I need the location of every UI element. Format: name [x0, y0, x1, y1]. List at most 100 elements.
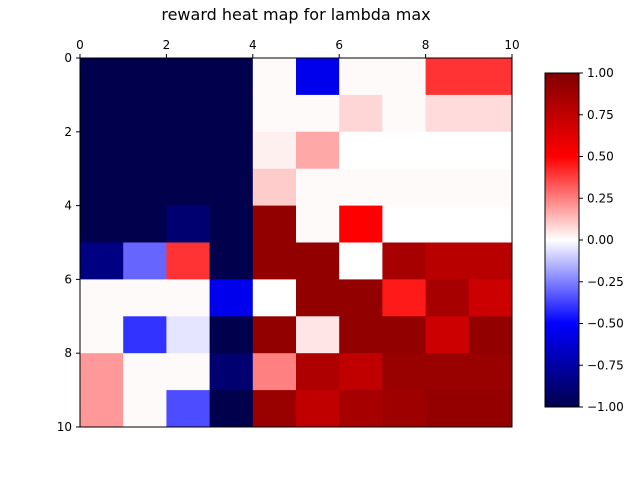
heatmap-cell: [123, 316, 167, 354]
x-tick-label: 2: [163, 38, 171, 52]
heatmap-cell: [296, 94, 340, 133]
heatmap-cell: [296, 242, 340, 280]
heatmap-cell: [166, 316, 211, 354]
x-tick-label: 10: [504, 38, 519, 52]
heatmap-cell: [382, 205, 427, 243]
heatmap-cell: [80, 58, 124, 96]
y-tick-label: 8: [64, 346, 72, 360]
heatmap-cell: [382, 131, 427, 170]
heatmap-cell: [252, 316, 297, 354]
heatmap-cell: [296, 316, 340, 354]
heatmap-cell: [382, 94, 427, 133]
heatmap-cell: [123, 205, 167, 243]
heatmap-cell: [209, 316, 254, 354]
heatmap-cell: [339, 168, 383, 207]
heatmap-cell: [80, 94, 124, 133]
heatmap-cell: [80, 353, 124, 391]
heatmap-cell: [382, 168, 427, 207]
x-tick-label: 4: [249, 38, 257, 52]
heatmap-cell: [166, 168, 211, 207]
heatmap-cell: [339, 94, 383, 133]
heatmap-cell: [425, 353, 470, 391]
heatmap-cell: [468, 316, 513, 354]
heatmap-cells: [80, 58, 513, 428]
heatmap-cell: [339, 131, 383, 170]
heatmap-cell: [252, 279, 297, 317]
heatmap-cell: [209, 242, 254, 280]
colorbar-tick-label: 0.75: [587, 108, 614, 122]
y-tick-label: 10: [57, 420, 72, 434]
heatmap-cell: [468, 390, 513, 428]
heatmap-cell: [296, 58, 340, 96]
heatmap-cell: [425, 242, 470, 280]
y-tick-label: 6: [64, 272, 72, 286]
heatmap-cell: [468, 131, 513, 170]
colorbar-tick-label: −0.50: [587, 317, 624, 331]
heatmap-cell: [123, 353, 167, 391]
heatmap-cell: [123, 242, 167, 280]
heatmap-cell: [425, 316, 470, 354]
heatmap-cell: [166, 390, 211, 428]
heatmap-cell: [80, 316, 124, 354]
heatmap-cell: [425, 168, 470, 207]
heatmap-cell: [166, 279, 211, 317]
y-tick-label: 0: [64, 51, 72, 65]
y-tick-label: 2: [64, 125, 72, 139]
heatmap-cell: [166, 353, 211, 391]
heatmap-cell: [123, 58, 167, 96]
heatmap-cell: [252, 242, 297, 280]
colorbar-tick-label: −0.75: [587, 358, 624, 372]
heatmap-cell: [296, 205, 340, 243]
heatmap-cell: [80, 279, 124, 317]
heatmap-cell: [166, 205, 211, 243]
heatmap-cell: [425, 390, 470, 428]
heatmap-cell: [166, 131, 211, 170]
heatmap-cell: [339, 316, 383, 354]
heatmap-cell: [382, 279, 427, 317]
heatmap-cell: [252, 168, 297, 207]
heatmap-cell: [123, 131, 167, 170]
heatmap-cell: [425, 94, 470, 133]
heatmap-cell: [166, 242, 211, 280]
heatmap-cell: [296, 353, 340, 391]
heatmap-cell: [468, 205, 513, 243]
heatmap-cell: [382, 390, 427, 428]
x-tick-label: 0: [76, 38, 84, 52]
plot-frame: [79, 57, 513, 428]
heatmap-cell: [468, 168, 513, 207]
heatmap-cell: [296, 390, 340, 428]
heatmap-cell: [339, 353, 383, 391]
x-tick-label: 6: [335, 38, 343, 52]
heatmap-cell: [382, 58, 427, 96]
heatmap-cell: [209, 205, 254, 243]
colorbar-tick-label: 0.50: [587, 150, 614, 164]
heatmap-cell: [425, 205, 470, 243]
heatmap-cell: [80, 131, 124, 170]
heatmap-cell: [209, 58, 254, 96]
x-axis-top: 0 2 4 6 8 10: [76, 38, 520, 58]
heatmap-cell: [339, 205, 383, 243]
colorbar-tick-label: −0.25: [587, 275, 624, 289]
colorbar-tick-label: 1.00: [587, 66, 614, 80]
heatmap-cell: [209, 131, 254, 170]
heatmap-cell: [468, 242, 513, 280]
heatmap-cell: [209, 94, 254, 133]
heatmap-cell: [252, 58, 297, 96]
heatmap-cell: [425, 279, 470, 317]
chart-title: reward heat map for lambda max: [161, 5, 430, 24]
heatmap-cell: [468, 58, 513, 96]
heatmap-cell: [296, 168, 340, 207]
colorbar-tick-label: 0.25: [587, 191, 614, 205]
heatmap-cell: [166, 94, 211, 133]
colorbar-axis: 1.00 0.75 0.50 0.25 0.00 −0.25 −0.50 −0.75 −1.00: [579, 66, 624, 414]
heatmap-cell: [252, 205, 297, 243]
heatmap-cell: [252, 131, 297, 170]
heatmap-cell: [80, 168, 124, 207]
heatmap-cell: [339, 58, 383, 96]
heatmap-cell: [425, 131, 470, 170]
heatmap-cell: [123, 390, 167, 428]
heatmap-cell: [80, 390, 124, 428]
colorbar-tick-label: −1.00: [587, 400, 624, 414]
heatmap-cell: [382, 242, 427, 280]
